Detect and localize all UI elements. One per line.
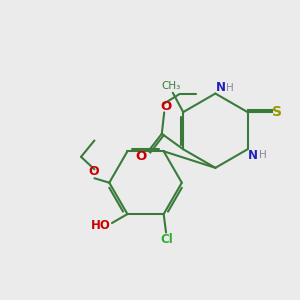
Text: H: H: [226, 82, 234, 93]
Text: S: S: [272, 105, 282, 119]
Text: N: N: [216, 81, 226, 94]
Text: N: N: [248, 149, 258, 162]
Text: HO: HO: [91, 219, 111, 232]
Text: Cl: Cl: [160, 232, 173, 246]
Text: CH₃: CH₃: [162, 81, 181, 91]
Text: O: O: [88, 165, 98, 178]
Text: H: H: [259, 150, 266, 160]
Text: O: O: [160, 100, 171, 113]
Text: O: O: [135, 150, 147, 163]
